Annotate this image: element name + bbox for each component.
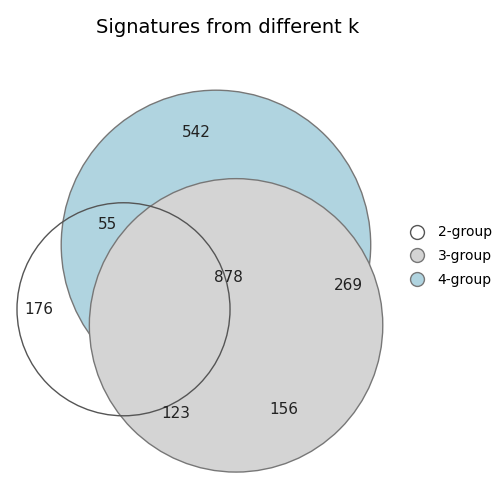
Legend: 2-group, 3-group, 4-group: 2-group, 3-group, 4-group [403,225,492,287]
Text: 123: 123 [161,406,191,421]
Text: 176: 176 [25,302,53,317]
Text: 156: 156 [270,402,299,417]
Text: 55: 55 [98,217,117,232]
Title: Signatures from different k: Signatures from different k [96,18,360,37]
Text: 269: 269 [334,278,363,293]
Circle shape [89,178,383,472]
Text: 542: 542 [181,125,210,140]
Circle shape [61,90,371,400]
Text: 878: 878 [214,270,242,285]
